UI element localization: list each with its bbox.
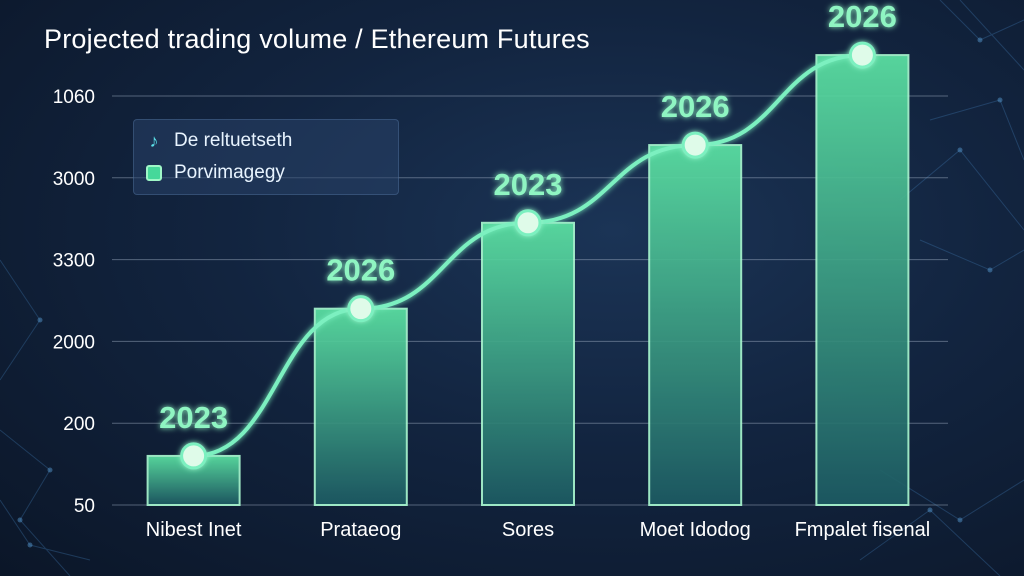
y-tick-label: 200	[63, 414, 95, 435]
data-label: 2026	[661, 89, 730, 124]
line-marker-3	[514, 209, 542, 237]
y-tick-label: 3000	[53, 169, 95, 190]
bar-swatch-icon	[146, 165, 162, 181]
line-marker-2	[347, 295, 375, 323]
x-category-label: Nibest Inet	[146, 519, 242, 541]
data-label: 2026	[828, 0, 897, 34]
legend-item-label: De reltuetseth	[174, 130, 293, 151]
y-tick-label: 50	[74, 496, 95, 517]
y-tick-label: 2000	[53, 332, 95, 353]
line-marker-5	[848, 41, 876, 69]
line-marker-4	[681, 131, 709, 159]
legend-item-line: ♪ De reltuetseth	[146, 130, 293, 152]
bar-2	[313, 307, 408, 506]
y-tick-label: 3300	[53, 251, 95, 272]
bar-4	[648, 144, 743, 507]
legend-item-bar: Porvimagegy	[146, 162, 285, 184]
chart-legend: ♪ De reltuetseth Porvimagegy	[133, 119, 399, 195]
data-label: 2026	[326, 253, 395, 288]
x-category-label: Sores	[502, 519, 554, 541]
data-label: 2023	[159, 400, 228, 435]
data-label: 2023	[494, 167, 563, 202]
bar-3	[481, 221, 575, 506]
x-category-label: Prataeog	[320, 519, 401, 541]
x-category-label: Moet Idodog	[640, 519, 751, 541]
chart-title: Projected trading volume / Ethereum Futu…	[44, 24, 590, 54]
line-marker-1	[180, 442, 208, 470]
music-note-icon: ♪	[149, 131, 159, 151]
legend-item-label: Porvimagegy	[174, 162, 285, 183]
x-category-label: Fmpalet fisenal	[795, 519, 931, 541]
bar-5	[815, 54, 910, 506]
y-tick-label: 1060	[53, 87, 95, 108]
